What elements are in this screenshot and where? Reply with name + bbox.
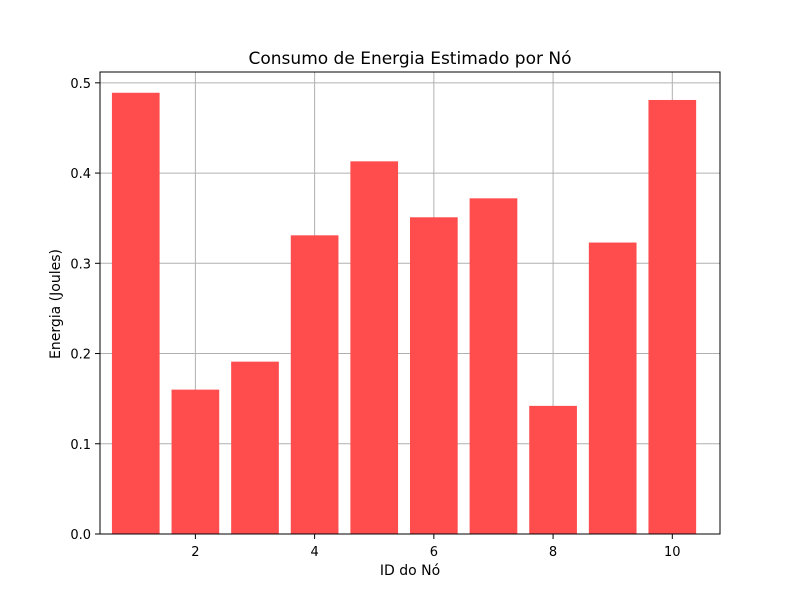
x-axis-label: ID do Nó [380, 563, 440, 579]
bar-node-8 [529, 405, 577, 534]
chart-title: Consumo de Energia Estimado por Nó [249, 49, 572, 69]
y-tick-label: 0.2 [70, 348, 91, 363]
y-axis-label: Energia (Joules) [48, 249, 64, 359]
bar-node-9 [588, 242, 637, 534]
bar-node-3 [231, 361, 279, 534]
y-tick-label: 0.4 [70, 167, 91, 182]
bar-node-2 [171, 389, 220, 534]
y-tick-label: 0.0 [70, 528, 91, 543]
bar-node-1 [111, 92, 160, 534]
y-tick-label: 0.5 [70, 77, 91, 92]
bar-node-10 [648, 99, 697, 534]
bar-node-4 [290, 235, 339, 534]
x-tick-label: 8 [549, 545, 557, 560]
x-axis-ticks: 2 4 6 8 10 [191, 534, 681, 560]
y-tick-label: 0.3 [70, 257, 91, 272]
y-tick-label: 0.1 [70, 438, 91, 453]
plot-frame [99, 71, 721, 535]
y-axis-ticks: 0.0 0.1 0.2 0.3 0.4 0.5 [70, 77, 100, 543]
x-tick-label: 2 [191, 545, 199, 560]
bars-group [111, 92, 697, 534]
x-tick-label: 6 [430, 545, 438, 560]
x-tick-label: 10 [664, 545, 681, 560]
bar-node-5 [350, 161, 399, 534]
x-tick-label: 4 [310, 545, 318, 560]
bar-node-7 [469, 198, 518, 534]
bar-node-6 [410, 217, 458, 534]
